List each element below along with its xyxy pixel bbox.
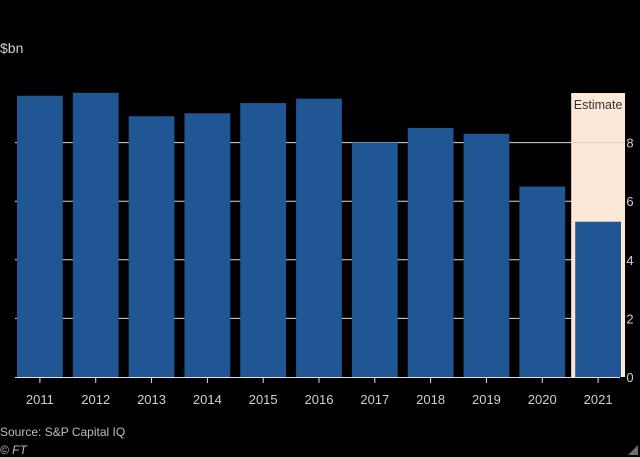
bar-2013 <box>128 116 175 377</box>
x-tick-label: 2013 <box>137 392 166 407</box>
x-tick-label: 2011 <box>26 392 54 407</box>
x-tick-label: 2020 <box>528 392 557 407</box>
credit-note: © FT <box>0 443 27 457</box>
bar-2016 <box>296 98 342 378</box>
corner-mark <box>628 445 638 455</box>
estimate-label: Estimate <box>574 98 623 112</box>
x-tick-label: 2021 <box>584 392 613 407</box>
unit-label: $bn <box>0 40 24 56</box>
y-tick-label: 4 <box>626 253 633 268</box>
x-tick-label: 2016 <box>305 392 334 407</box>
bar-2020 <box>519 186 566 377</box>
y-tick-label: 8 <box>626 136 633 151</box>
bar-2019 <box>463 133 510 377</box>
bar-2018 <box>407 127 454 377</box>
y-tick-label: 0 <box>626 370 633 385</box>
bar-2021 <box>575 221 621 377</box>
x-tick-label: 2017 <box>360 392 389 407</box>
bar-2017 <box>351 142 398 377</box>
x-tick-label: 2012 <box>81 392 110 407</box>
y-tick-label: 2 <box>626 311 633 326</box>
x-tick-label: 2018 <box>416 392 445 407</box>
x-tick-label: 2015 <box>249 392 278 407</box>
bars <box>17 92 621 378</box>
bar-2011 <box>17 95 63 377</box>
bar-2014 <box>184 113 231 378</box>
source-note: Source: S&P Capital IQ <box>0 425 126 439</box>
axes: 0 2 4 6 8 2011 2012 2013 2014 2015 2016 2017 2018 201… <box>15 136 634 407</box>
bar-2015 <box>240 103 287 378</box>
bar-2012 <box>72 92 119 377</box>
y-tick-label: 6 <box>626 194 633 209</box>
x-tick-label: 2014 <box>193 392 222 407</box>
x-tick-label: 2019 <box>472 392 501 407</box>
